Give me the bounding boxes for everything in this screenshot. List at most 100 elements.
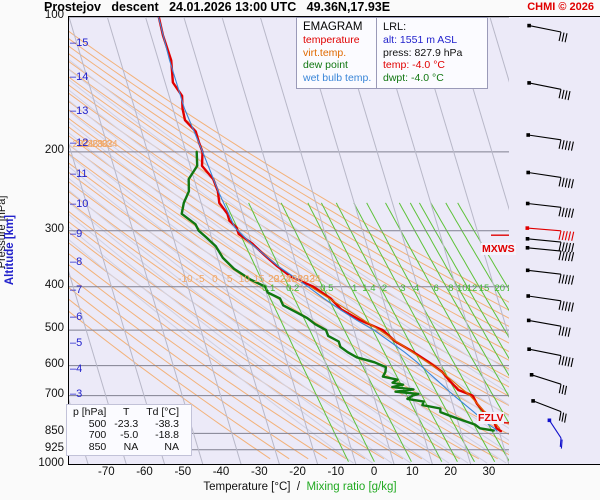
altitude-tick: –3 bbox=[70, 387, 83, 400]
legend-item-temperature: temperature bbox=[303, 34, 360, 46]
wind-barb-graphics bbox=[525, 23, 575, 449]
table-header-row: p [hPa] T Td [°C] bbox=[71, 406, 185, 419]
altitude-tick: –13 bbox=[70, 104, 89, 117]
dry-adiabat-label: 26 bbox=[87, 138, 99, 150]
mixing-ratio-label: 12 bbox=[466, 282, 478, 294]
dry-adiabat-label: 34 bbox=[309, 273, 321, 285]
wind-barb-panel[interactable] bbox=[509, 16, 600, 465]
table-cell: 700 bbox=[88, 429, 107, 441]
temperature-tick: 0 bbox=[370, 466, 378, 478]
mixing-ratio-label: 0.2 bbox=[286, 282, 300, 294]
wind-barb-dot bbox=[525, 268, 530, 273]
pressure-tick: 925 bbox=[44, 441, 64, 454]
dry-adiabat-label: 24 bbox=[82, 138, 94, 150]
mixing-ratio-label: 1.4 bbox=[362, 282, 376, 294]
temperature-tick: 10 bbox=[405, 466, 419, 478]
x-label-mixing-ratio: Mixing ratio [g/kg] bbox=[306, 481, 397, 493]
station-name: Prostejov bbox=[44, 0, 101, 14]
table-cell: 500 bbox=[88, 417, 107, 430]
temperature-tick: -70 bbox=[97, 466, 115, 478]
wind-barb-dot bbox=[525, 201, 530, 206]
x-label-temperature: Temperature [°C] bbox=[203, 481, 291, 493]
emagram-plot[interactable]: 0.10.20.511.4234681012152025 20222426283… bbox=[68, 16, 509, 465]
temperature-tick: -10 bbox=[327, 466, 345, 478]
altitude-tick: –5 bbox=[70, 337, 83, 350]
wind-barb-dot bbox=[527, 81, 531, 85]
col-dewpoint: Td [°C] bbox=[146, 406, 180, 418]
table-row: 700 -5.0 -18.8 bbox=[71, 429, 185, 442]
lrl-temperature: temp: -4.0 °C bbox=[383, 59, 445, 71]
pressure-tick: 1000 bbox=[38, 457, 64, 469]
altitude-tick: –15 bbox=[70, 37, 89, 50]
altitude-tick: –7 bbox=[70, 283, 83, 296]
altitude-tick: –14 bbox=[70, 71, 89, 84]
lrl-pressure: press: 827.9 hPa bbox=[383, 46, 463, 59]
dry-adiabat-label: 30 bbox=[96, 138, 108, 150]
dry-adiabat-label: 32 bbox=[303, 273, 315, 285]
altitude-tick: –4 bbox=[70, 362, 83, 375]
dry-adiabat-label: -10 bbox=[178, 273, 193, 285]
temperature-tick: 30 bbox=[482, 466, 496, 478]
pressure-tick: 850 bbox=[44, 425, 64, 438]
dry-adiabat-label: 22 bbox=[77, 138, 89, 150]
header: Prostejov descent 24.01.2026 13:00 UTC 4… bbox=[0, 0, 600, 16]
dry-adiabat-label: 30 bbox=[297, 273, 309, 285]
table-cell: -23.3 bbox=[114, 417, 139, 430]
wind-barb-dot bbox=[526, 170, 530, 175]
pressure-tick: 700 bbox=[44, 387, 64, 400]
wind-barb-dot bbox=[527, 347, 531, 351]
temperature-tick: -60 bbox=[136, 466, 153, 478]
pressure-tick: 600 bbox=[44, 357, 64, 370]
col-pressure: p [hPa] bbox=[73, 406, 107, 418]
temperature-tick: -50 bbox=[174, 466, 192, 478]
pressure-tick: 300 bbox=[44, 222, 64, 235]
legend-item-wet-bulb: wet bulb temp. bbox=[303, 71, 372, 84]
plot-graphics bbox=[69, 17, 509, 465]
wind-barb-dot bbox=[526, 294, 530, 298]
dry-adiabat-label: 34 bbox=[106, 138, 118, 150]
wind-barb-dot bbox=[526, 318, 531, 323]
fzlv-marker-label: FZLV bbox=[477, 412, 505, 424]
lrl-title: LRL: bbox=[383, 21, 407, 33]
mixing-ratio-label: 0.5 bbox=[320, 282, 334, 294]
dry-adiabat-label: 32 bbox=[101, 138, 113, 150]
sounding-curves bbox=[157, 17, 503, 433]
mixing-ratio-label: 6 bbox=[433, 282, 439, 294]
temperature-tick: -30 bbox=[250, 466, 268, 478]
wind-barb-dot bbox=[547, 418, 552, 423]
legend-title: EMAGRAM bbox=[303, 21, 363, 33]
pressure-tick: 500 bbox=[44, 322, 64, 335]
lrl-dewpoint: dwpt: -4.0 °C bbox=[383, 71, 444, 84]
dry-adiabat-label: 0 bbox=[212, 273, 218, 285]
legend-emagram: EMAGRAM temperature virt.temp. dew point… bbox=[296, 17, 384, 89]
table: p [hPa] T Td [°C] 500 -23.3 -38.3 700 -5.0 -1… bbox=[71, 406, 185, 454]
altitude-tick: –12 bbox=[70, 136, 89, 149]
dry-adiabat-label: 26 bbox=[285, 273, 297, 285]
isobar-lines bbox=[69, 17, 509, 465]
temperature-tick: -40 bbox=[212, 466, 230, 478]
legend-lrl: LRL: alt: 1551 m ASL press: 827.9 hPa te… bbox=[376, 17, 488, 89]
wind-barb-dot bbox=[525, 237, 530, 241]
dry-adiabat-label: 10 bbox=[238, 273, 250, 285]
altitude-tick: –8 bbox=[70, 256, 83, 269]
level-data-table: p [hPa] T Td [°C] 500 -23.3 -38.3 700 -5.0 -1… bbox=[66, 404, 193, 456]
dry-adiabat-label: 15 bbox=[253, 273, 265, 285]
mixing-ratio-label: 25 bbox=[507, 283, 509, 294]
altitude-tick: –9 bbox=[70, 227, 83, 240]
altitude-tick: –11 bbox=[70, 167, 88, 180]
temperature-tick: -20 bbox=[289, 466, 306, 478]
pressure-tick: 200 bbox=[44, 143, 64, 156]
mixing-ratio-label: 3 bbox=[400, 282, 406, 294]
mixing-ratio-label: 4 bbox=[413, 282, 420, 294]
sounding-mode: descent bbox=[111, 0, 159, 14]
table-body: 500 -23.3 -38.3 700 -5.0 -18.8 850 NA NA bbox=[71, 417, 185, 454]
col-temperature: T bbox=[123, 406, 130, 418]
table-cell: NA bbox=[164, 440, 180, 453]
table-cell: -38.3 bbox=[155, 417, 180, 430]
pressure-tick: 100 bbox=[44, 9, 64, 21]
legend-item-dew-point: dew point bbox=[303, 59, 348, 71]
mixing-ratio-label: 0.1 bbox=[262, 282, 276, 294]
mixing-ratio-label: 15 bbox=[478, 282, 490, 294]
dry-adiabat-label: 24 bbox=[279, 273, 292, 285]
altitude-tick: –10 bbox=[70, 198, 89, 211]
